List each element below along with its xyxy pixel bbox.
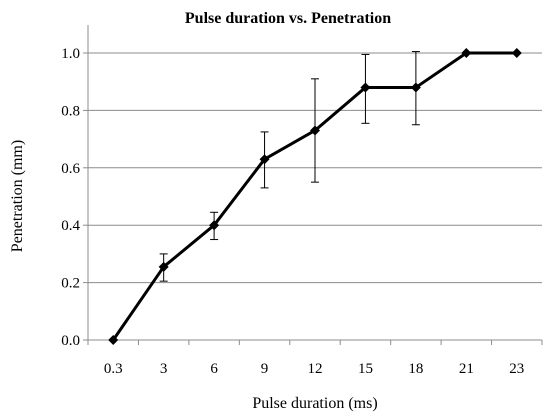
x-tick-label: 0.3 <box>104 361 123 377</box>
data-point <box>410 82 421 93</box>
data-point <box>108 335 119 345</box>
x-tick-label: 15 <box>358 361 373 377</box>
data-point <box>511 48 522 58</box>
data-point <box>310 125 320 136</box>
data-point <box>158 261 169 272</box>
x-tick-label: 12 <box>308 361 323 377</box>
x-tick-label: 9 <box>261 361 269 377</box>
x-tick-label: 3 <box>160 361 168 377</box>
y-tick-label: 0.0 <box>61 333 80 349</box>
x-tick-label: 23 <box>509 361 524 377</box>
axes <box>83 25 543 345</box>
y-tick-label: 0.6 <box>61 161 80 177</box>
x-axis-label: Pulse duration (ms) <box>252 395 377 412</box>
x-tick-label: 21 <box>459 361 474 377</box>
x-tick-label: 18 <box>408 361 423 377</box>
data-point <box>461 48 472 58</box>
x-tick-labels: 0.3 3 6 9 12 15 18 21 23 <box>104 361 524 377</box>
y-tick-label: 0.2 <box>61 276 80 292</box>
data-point <box>360 82 371 93</box>
y-axis-label: Penetration (mm) <box>9 140 26 252</box>
y-tick-labels: 0.0 0.2 0.4 0.6 0.8 1.0 <box>61 46 80 349</box>
y-tick-label: 1.0 <box>61 46 80 62</box>
y-tick-label: 0.8 <box>61 103 80 119</box>
x-tick-label: 6 <box>210 361 218 377</box>
data-point <box>209 220 220 231</box>
data-markers <box>108 48 522 345</box>
data-point <box>259 154 270 165</box>
y-tick-label: 0.4 <box>61 218 80 234</box>
chart-title: Pulse duration vs. Penetration <box>185 10 391 27</box>
